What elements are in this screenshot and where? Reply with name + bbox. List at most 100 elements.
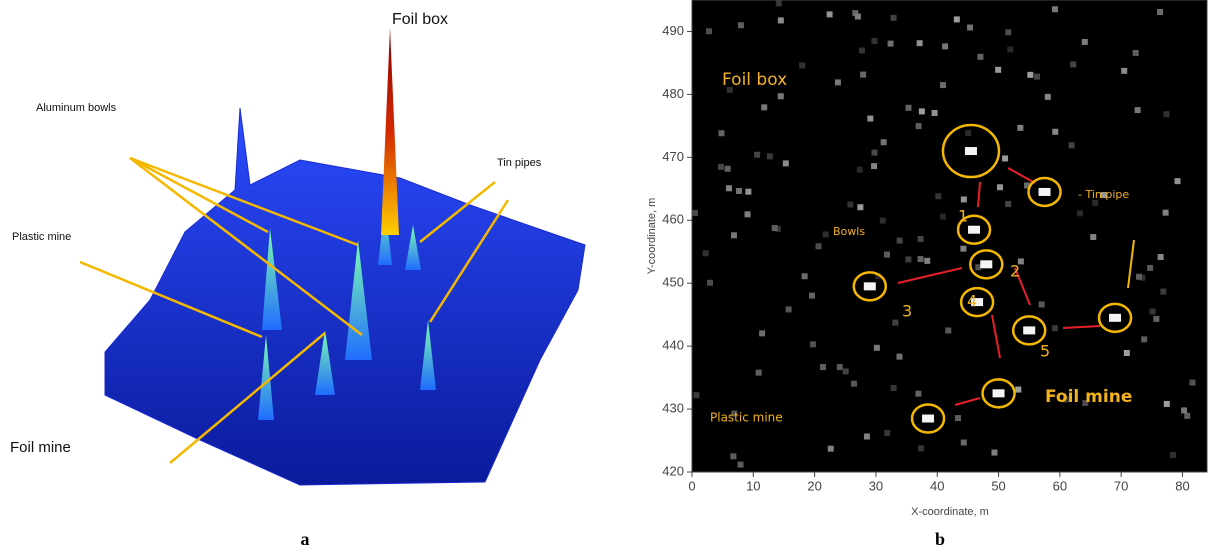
noise-pixel <box>801 273 808 280</box>
noise-pixel <box>1002 155 1009 162</box>
noise-pixel <box>759 330 766 337</box>
noise-pixel <box>856 166 863 173</box>
noise-pixel <box>890 384 897 391</box>
noise-pixel <box>1034 73 1041 80</box>
noise-pixel <box>884 429 891 436</box>
noise-pixel <box>707 279 714 286</box>
annotation: 2 <box>1010 262 1020 281</box>
noise-pixel <box>918 445 925 452</box>
noise-pixel <box>883 251 890 258</box>
noise-pixel <box>702 250 709 257</box>
noise-pixel <box>915 123 922 130</box>
noise-pixel <box>1139 274 1146 281</box>
noise-pixel <box>1163 400 1170 407</box>
x-tick-label: 50 <box>991 478 1005 493</box>
bright-pixel <box>863 282 876 291</box>
noise-pixel <box>731 410 738 417</box>
noise-pixel <box>896 353 903 360</box>
noise-pixel <box>953 16 960 23</box>
noise-pixel <box>737 461 744 468</box>
y-tick-label: 480 <box>662 86 684 101</box>
noise-pixel <box>871 149 878 156</box>
arrows <box>79 156 510 464</box>
bright-pixel <box>1023 326 1036 335</box>
noise-pixel <box>1174 178 1181 185</box>
noise-pixel <box>975 264 982 271</box>
plot-area <box>692 0 1207 472</box>
y-tick-label: 470 <box>662 149 684 164</box>
noise-pixel <box>775 0 782 7</box>
noise-pixel <box>892 319 899 326</box>
noise-pixel <box>692 209 699 216</box>
noise-pixel <box>967 24 974 31</box>
noise-pixel <box>1121 67 1128 74</box>
noise-pixel <box>954 415 961 422</box>
noise-pixel <box>916 40 923 47</box>
annotation: Tin pipes <box>497 157 542 169</box>
noise-pixel <box>822 231 829 238</box>
noise-pixel <box>1051 6 1058 13</box>
noise-pixel <box>815 243 822 250</box>
noise-pixel <box>1157 254 1164 261</box>
noise-pixel <box>905 104 912 111</box>
noise-pixel <box>942 43 949 50</box>
target-circle <box>959 286 995 318</box>
x-tick-label: 80 <box>1175 478 1189 493</box>
panel-label: b <box>935 529 945 549</box>
y-tick-label: 430 <box>662 401 684 416</box>
noise-pixel <box>827 445 834 452</box>
noise-pixel <box>735 187 742 194</box>
annotation: - Tin pipe <box>1078 188 1129 201</box>
noise-pixel <box>1132 49 1139 56</box>
noise-pixel <box>905 256 912 263</box>
arrow <box>1127 239 1135 289</box>
y-axis-label: Y-coordinate, m <box>646 198 658 275</box>
noise <box>692 0 1196 468</box>
noise-pixel <box>1162 209 1169 216</box>
noise-pixel <box>873 344 880 351</box>
noise-pixel <box>766 153 773 160</box>
annotation: 4 <box>967 292 977 311</box>
noise-pixel <box>857 204 864 211</box>
noise-pixel <box>915 390 922 397</box>
target-circle <box>1027 176 1062 208</box>
target-circle <box>941 123 1001 179</box>
noise-pixel <box>799 62 806 69</box>
bright-pixel <box>1109 313 1122 322</box>
noise-pixel <box>1024 182 1031 189</box>
noise-pixel <box>939 213 946 220</box>
noise-pixel <box>991 449 998 456</box>
noise-pixel <box>726 86 733 93</box>
noise-pixel <box>1189 379 1196 386</box>
annotation: Aluminum bowls <box>36 102 117 114</box>
noise-pixel <box>851 380 858 387</box>
bright-pixel <box>964 147 977 156</box>
noise-pixel <box>1007 46 1014 53</box>
noise-pixel <box>771 225 778 232</box>
noise-pixel <box>995 66 1002 73</box>
noise-pixel <box>863 433 870 440</box>
annotation: Bowls <box>833 225 865 238</box>
noise-pixel <box>819 364 826 371</box>
noise-pixel <box>1100 192 1107 199</box>
noise-pixel <box>917 256 924 263</box>
target-circle <box>852 271 888 302</box>
annotation: Foil mine <box>10 439 71 456</box>
noise-pixel <box>826 11 833 18</box>
x-tick-label: 60 <box>1053 478 1067 493</box>
y-tick-label: 460 <box>662 212 684 227</box>
noise-pixel <box>761 104 768 111</box>
bright-pixel <box>968 225 981 234</box>
noise-pixel <box>785 306 792 313</box>
noise-pixel <box>782 160 789 167</box>
noise-pixel <box>1051 325 1058 332</box>
noise-pixel <box>871 163 878 170</box>
noise-pixel <box>1149 308 1156 315</box>
noise-pixel <box>693 392 700 399</box>
noise-pixel <box>945 327 952 334</box>
noise-pixel <box>896 237 903 244</box>
noise-pixel <box>755 369 762 376</box>
noise-pixel <box>1076 210 1083 217</box>
